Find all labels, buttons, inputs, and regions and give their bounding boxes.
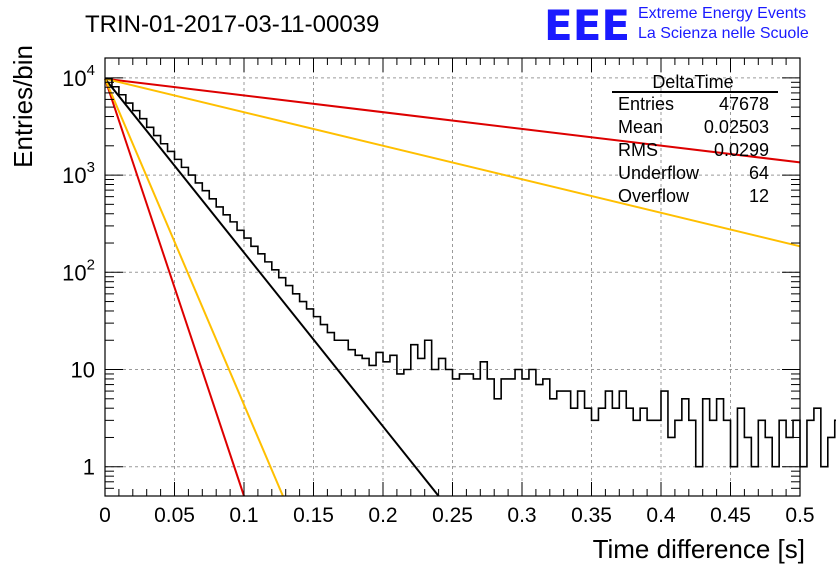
stats-row-value: 0.02503: [704, 117, 769, 137]
stats-row-label: Overflow: [618, 186, 690, 206]
eee-logo: EEE Extreme Energy Events La Scienza nel…: [544, 1, 809, 50]
y-tick-label: 1: [83, 455, 95, 480]
histogram-steps: [105, 77, 836, 468]
fit-line-4: [104, 77, 801, 248]
y-tick-label: 102: [62, 256, 95, 285]
grid-lines: [105, 58, 800, 496]
stats-row-value: 47678: [719, 94, 769, 114]
eee-logo-mark: EEE: [544, 1, 630, 50]
eee-logo-line2: La Scienza nelle Scuole: [638, 25, 809, 42]
stats-box-rows: Entries 47678 Mean 0.02503 RMS 0.0299 Underflo…: [618, 94, 769, 206]
x-tick-label: 0.45: [710, 504, 751, 527]
fit-line-2: [104, 78, 284, 497]
stats-box-title: DeltaTime: [652, 72, 733, 92]
stats-row-value: 12: [749, 186, 769, 206]
y-tick-label: 10: [71, 358, 95, 383]
stats-box: DeltaTime Entries 47678 Mean 0.02503 RMS 0.02…: [612, 72, 778, 206]
x-tick-label: 0.3: [507, 504, 536, 527]
histogram: [105, 77, 836, 468]
x-tick-label: 0.15: [293, 504, 334, 527]
x-axis-ticks: 0 0.05 0.1 0.15 0.2 0.25 0.3 0.35 0.4 0.45 0.5: [99, 58, 815, 527]
x-tick-label: 0: [99, 504, 111, 527]
stats-row-label: Entries: [618, 94, 674, 114]
x-tick-label: 0.25: [432, 504, 473, 527]
x-axis-label: Time difference [s]: [593, 534, 805, 564]
stats-row-label: Mean: [618, 117, 663, 137]
x-tick-label: 0.2: [368, 504, 397, 527]
x-tick-label: 0.35: [571, 504, 612, 527]
x-tick-label: 0.05: [154, 504, 195, 527]
fit-line-0: [104, 78, 440, 497]
chart-title: TRIN-01-2017-03-11-00039: [85, 11, 379, 38]
stats-row-label: Underflow: [618, 163, 700, 183]
eee-logo-line1: Extreme Energy Events: [638, 5, 806, 22]
fit-lines: [104, 77, 801, 497]
x-tick-label: 0.5: [785, 504, 814, 527]
x-tick-label: 0.4: [646, 504, 676, 527]
fit-line-1: [104, 78, 245, 497]
y-tick-label: 104: [62, 62, 95, 91]
y-axis-label: Entries/bin: [8, 45, 38, 168]
stats-row-value: 64: [749, 163, 769, 183]
fit-line-3: [104, 77, 801, 164]
y-tick-label: 103: [62, 159, 95, 188]
stats-row-value: 0.0299: [714, 140, 769, 160]
stats-row-label: RMS: [618, 140, 658, 160]
x-tick-label: 0.1: [229, 504, 258, 527]
